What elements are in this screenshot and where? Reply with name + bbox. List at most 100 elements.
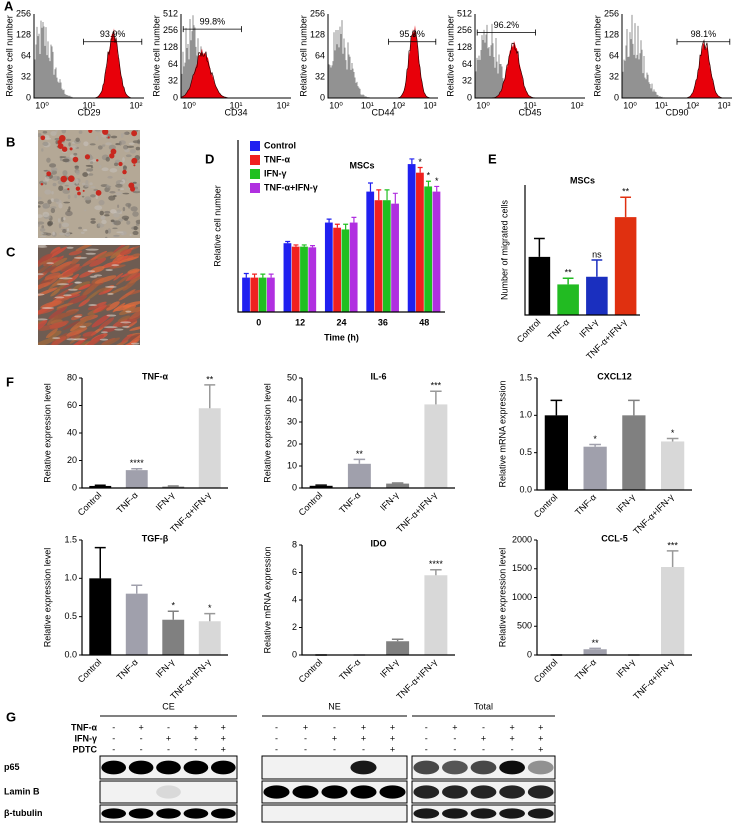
- highlight: [38, 245, 48, 248]
- y-tick-label: 0: [467, 92, 472, 102]
- chart-title: IL-6: [370, 371, 386, 381]
- cell: [117, 315, 131, 323]
- cell: [105, 229, 109, 234]
- highlight: [38, 245, 47, 247]
- condition-sign: -: [425, 733, 428, 743]
- lipid-droplet: [77, 191, 81, 196]
- condition-sign: -: [194, 744, 197, 754]
- bar: [614, 217, 637, 315]
- bar: [333, 227, 341, 312]
- bar: [661, 567, 685, 655]
- histogram-outline: [622, 39, 733, 99]
- axes: [536, 540, 692, 656]
- cell: [113, 194, 117, 198]
- highlight: [41, 306, 55, 309]
- condition-sign: -: [425, 744, 428, 754]
- y-tick-label: 0.0: [64, 649, 77, 659]
- x-tick-label: 10²: [686, 100, 699, 110]
- micrograph: [38, 245, 140, 345]
- highlight: [89, 275, 98, 278]
- y-tick-label: 128: [457, 42, 472, 52]
- y-tick-label: 500: [517, 621, 532, 631]
- error-bar: [589, 647, 601, 650]
- lipid-droplet: [57, 143, 64, 149]
- significance: **: [565, 268, 573, 278]
- y-tick-label: 20: [67, 455, 77, 465]
- cell: [122, 301, 140, 308]
- cell: [44, 272, 61, 280]
- y-tick-label: 40: [287, 394, 297, 404]
- cell: [50, 206, 57, 209]
- error-bar: [310, 245, 316, 248]
- lipid-droplet: [96, 159, 99, 162]
- cell: [122, 144, 129, 150]
- cell: [42, 211, 50, 218]
- band: [101, 760, 127, 775]
- marker-label: CD34: [224, 107, 247, 117]
- band: [210, 760, 236, 775]
- cell: [86, 334, 104, 345]
- cell: [105, 142, 112, 146]
- error-bar: [666, 437, 679, 442]
- cell: [94, 275, 117, 284]
- cell: [78, 284, 91, 291]
- significance: ***: [431, 381, 442, 391]
- group-label: Total: [474, 701, 493, 711]
- error-bar: [434, 185, 440, 192]
- y-tick-label: 256: [457, 25, 472, 35]
- highlight: [73, 256, 88, 259]
- cell: [90, 166, 94, 169]
- legend-swatch: [250, 141, 260, 151]
- bar: [198, 621, 221, 655]
- blot-strip: [261, 755, 408, 780]
- lipid-droplet: [109, 153, 115, 159]
- bar: [407, 164, 416, 312]
- band: [183, 760, 209, 775]
- cell: [62, 170, 68, 176]
- error-bar: [391, 638, 404, 642]
- highlight: [73, 338, 86, 341]
- error-bar: [384, 189, 390, 201]
- y-axis-label: Relative mRNA expression: [262, 546, 272, 653]
- cell: [83, 141, 89, 147]
- condition-sign: -: [362, 744, 365, 754]
- cell: [62, 320, 80, 331]
- lipid-droplet: [122, 169, 127, 175]
- y-axis-label: Relative cell number: [592, 15, 602, 97]
- axes: [621, 14, 732, 99]
- x-tick-label: 10⁰: [329, 100, 343, 110]
- cell: [118, 339, 138, 345]
- error-bar: [301, 244, 307, 247]
- y-tick-label: 0: [320, 92, 325, 102]
- x-tick-label: IFN-γ: [614, 657, 637, 680]
- bar: [583, 446, 607, 490]
- band: [470, 785, 497, 799]
- cell: [61, 130, 67, 134]
- significance: **: [356, 449, 364, 459]
- cell: [115, 193, 122, 196]
- y-tick-label: 40: [67, 427, 77, 437]
- cell: [75, 170, 80, 175]
- bar: [424, 575, 448, 655]
- legend-swatch: [250, 183, 260, 193]
- marker-label: CD45: [518, 107, 541, 117]
- lipid-droplet: [46, 171, 52, 177]
- error-bar: [666, 550, 679, 568]
- cell: [113, 220, 121, 226]
- highlight: [85, 252, 97, 255]
- cell: [99, 164, 102, 169]
- legend-swatch: [250, 155, 260, 165]
- histogram-outline: [34, 31, 144, 99]
- error-bar: [94, 484, 106, 486]
- condition-sign: -: [453, 733, 456, 743]
- highlight: [56, 283, 70, 286]
- cell: [102, 327, 117, 333]
- cell: [104, 210, 111, 214]
- cell: [107, 228, 112, 234]
- lipid-droplet: [58, 134, 66, 142]
- control-histogram: [474, 23, 542, 98]
- lipid-droplet: [72, 156, 79, 163]
- cell: [58, 223, 62, 229]
- band: [413, 808, 440, 819]
- significance: *: [593, 434, 597, 444]
